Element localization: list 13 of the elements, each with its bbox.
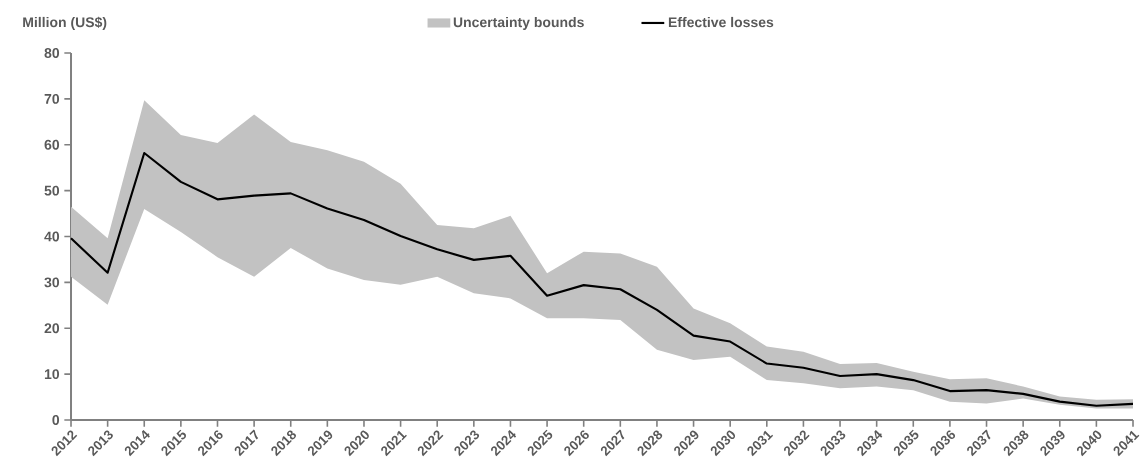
y-tick-label: 20 <box>44 323 60 334</box>
y-tick-label: 80 <box>44 48 60 58</box>
y-tick-label: 70 <box>44 93 60 104</box>
line-series <box>69 151 1135 407</box>
y-tick-label: 60 <box>44 139 60 150</box>
y-axis-title: Million (US$) <box>23 16 107 30</box>
text: Uncertainty bounds <box>453 16 584 30</box>
y-tick-label: 40 <box>44 231 60 242</box>
y-tick-label: 10 <box>44 369 60 380</box>
y-tick-label: 0 <box>52 415 60 425</box>
y-tick-label: 30 <box>44 277 60 288</box>
legend-label: Effective losses <box>668 16 774 28</box>
y-tick-label: 50 <box>44 185 60 196</box>
